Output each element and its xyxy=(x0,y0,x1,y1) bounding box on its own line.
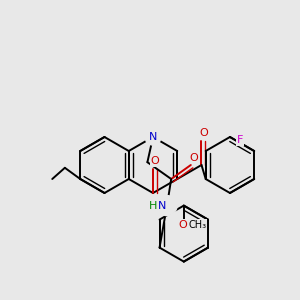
Text: O: O xyxy=(178,220,187,230)
Text: H: H xyxy=(149,201,157,211)
Text: O: O xyxy=(199,128,208,138)
Text: CH₃: CH₃ xyxy=(189,220,207,230)
Text: N: N xyxy=(158,201,166,211)
Circle shape xyxy=(145,129,161,145)
Circle shape xyxy=(157,196,177,216)
Text: O: O xyxy=(151,156,159,166)
Text: O: O xyxy=(189,153,198,163)
Text: F: F xyxy=(237,135,243,145)
Text: N: N xyxy=(149,132,157,142)
